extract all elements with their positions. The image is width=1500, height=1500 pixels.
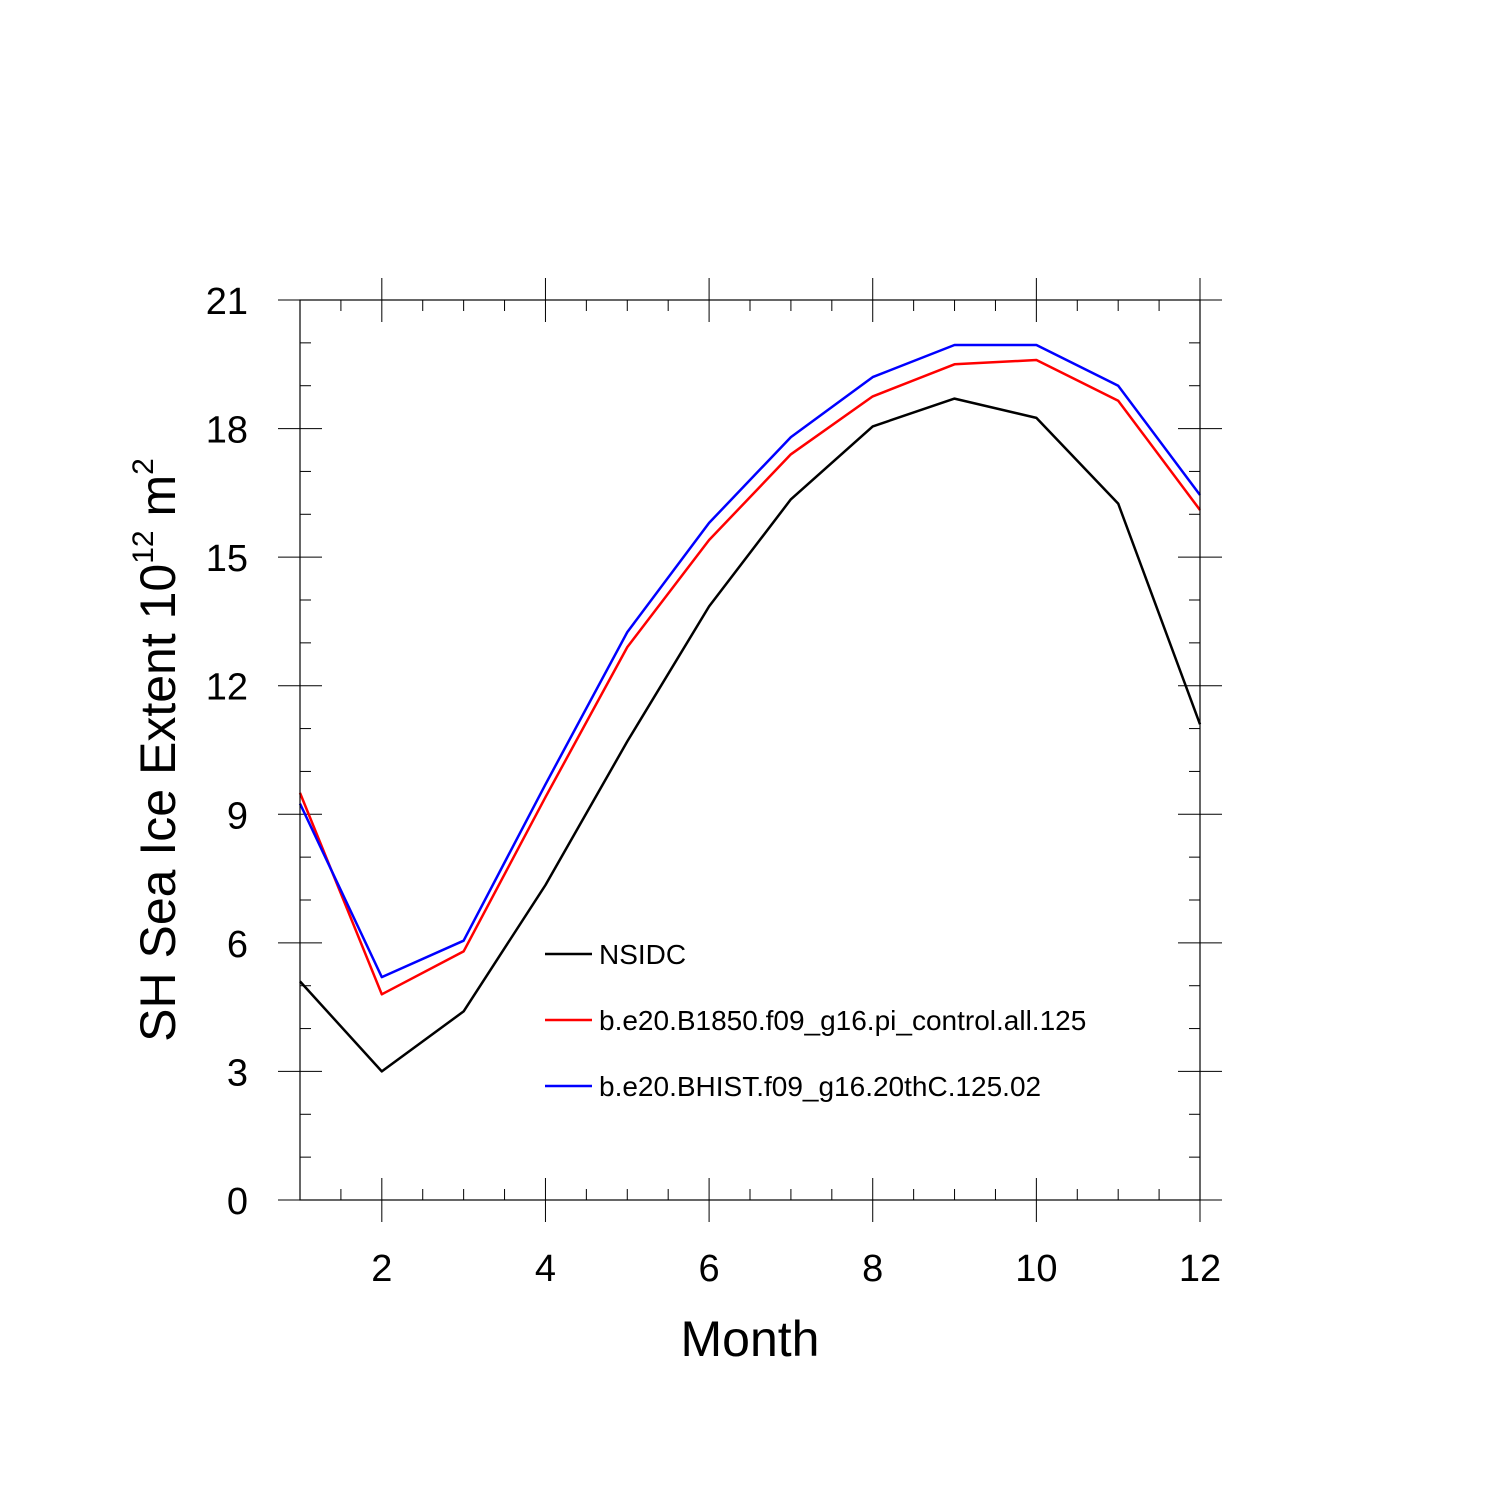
series-line-0 bbox=[299, 397, 1202, 1073]
legend-label-bhist: b.e20.BHIST.f09_g16.20thC.125.02 bbox=[599, 1071, 1041, 1102]
plot-frame bbox=[299, 299, 1201, 1201]
series-lines bbox=[298, 343, 1202, 1073]
x-tick-label: 2 bbox=[371, 1248, 392, 1290]
series-line-2 bbox=[298, 343, 1202, 979]
x-axis-label: Month bbox=[681, 1311, 820, 1367]
x-tick-label: 12 bbox=[1179, 1248, 1221, 1290]
y-tick-label: 15 bbox=[206, 538, 248, 580]
y-axis-label: SH Sea Ice Extent 1012 m2 bbox=[127, 458, 186, 1042]
y-tick-label: 3 bbox=[227, 1052, 248, 1094]
y-tick-label: 21 bbox=[206, 281, 248, 323]
legend: NSIDC b.e20.B1850.f09_g16.pi_control.all… bbox=[545, 939, 1086, 1102]
y-tick-label: 18 bbox=[206, 410, 248, 452]
y-axis-label-unit: m bbox=[130, 475, 186, 531]
x-tick-label: 6 bbox=[699, 1248, 720, 1290]
x-tick-label: 8 bbox=[862, 1248, 883, 1290]
y-tick-label: 0 bbox=[227, 1181, 248, 1223]
y-axis-label-unit-exponent: 2 bbox=[127, 458, 160, 475]
y-tick-label: 6 bbox=[227, 924, 248, 966]
x-tick-label: 4 bbox=[535, 1248, 556, 1290]
legend-label-b1850: b.e20.B1850.f09_g16.pi_control.all.125 bbox=[599, 1005, 1086, 1036]
series-line-1 bbox=[298, 358, 1202, 996]
legend-label-nsidc: NSIDC bbox=[599, 939, 686, 970]
x-tick-label: 10 bbox=[1015, 1248, 1057, 1290]
y-axis-label-exponent: 12 bbox=[127, 530, 160, 563]
y-axis-label-main: SH Sea Ice Extent 10 bbox=[130, 564, 186, 1042]
y-tick-label: 12 bbox=[206, 667, 248, 709]
y-tick-label: 9 bbox=[227, 795, 248, 837]
